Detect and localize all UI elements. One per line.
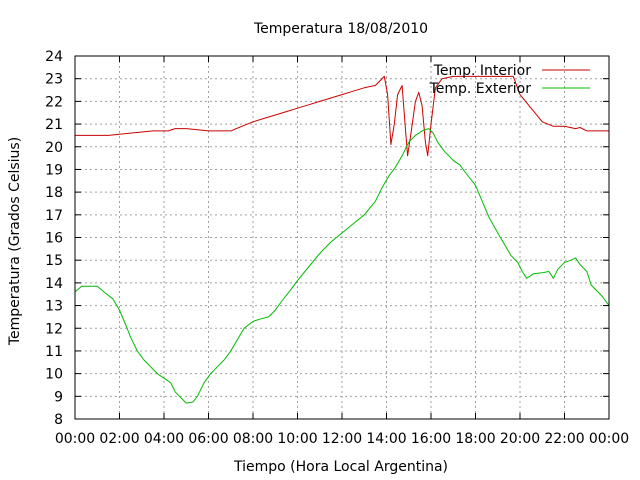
y-tick-label: 9 [54, 389, 63, 405]
x-tick-label: 12:00 [322, 431, 362, 447]
y-tick-label: 18 [45, 185, 63, 201]
x-tick-label: 20:00 [500, 431, 540, 447]
legend-label-temp-interior: Temp. Interior [433, 63, 532, 79]
grid [75, 56, 609, 419]
x-tick-label: 08:00 [233, 431, 273, 447]
y-tick-label: 20 [45, 140, 63, 156]
x-tick-label: 04:00 [144, 431, 184, 447]
tick-marks [74, 55, 610, 420]
x-axis-label: Tiempo (Hora Local Argentina) [233, 459, 448, 475]
y-tick-label: 15 [45, 253, 63, 269]
y-tick-label: 22 [45, 94, 63, 110]
x-tick-label: 10:00 [277, 431, 317, 447]
x-tick-label: 18:00 [455, 431, 495, 447]
y-tick-label: 17 [45, 208, 63, 224]
y-tick-label: 13 [45, 299, 63, 315]
x-tick-label: 22:00 [544, 431, 584, 447]
x-tick-label: 14:00 [366, 431, 406, 447]
series-line-temp-exterior [74, 128, 610, 404]
y-tick-label: 21 [45, 117, 63, 133]
y-tick-labels: 8 9 10 11 12 13 14 15 16 17 18 19 20 21 22 23 24 [45, 49, 63, 428]
legend: Temp. Interior Temp. Exterior [429, 63, 590, 97]
x-tick-labels: 00:00 02:00 04:00 06:00 08:00 10:00 12:00 14:00… [55, 431, 629, 447]
y-tick-label: 8 [54, 412, 63, 428]
y-tick-label: 14 [45, 276, 63, 292]
y-tick-label: 12 [45, 321, 63, 337]
series-line-temp-interior [75, 75, 609, 157]
y-tick-label: 24 [45, 49, 63, 65]
legend-label-temp-exterior: Temp. Exterior [429, 81, 532, 97]
y-axis-label: Temperatura (Grados Celsius) [7, 137, 23, 346]
y-tick-label: 16 [45, 231, 63, 247]
x-tick-label: 06:00 [188, 431, 228, 447]
y-tick-label: 10 [45, 367, 63, 383]
chart-title: Temperatura 18/08/2010 [253, 21, 428, 37]
x-tick-label: 16:00 [411, 431, 451, 447]
y-tick-label: 23 [45, 72, 63, 88]
x-tick-label: 00:00 [55, 431, 95, 447]
series-layer [74, 75, 610, 404]
x-tick-label: 00:00 [589, 431, 629, 447]
y-tick-label: 11 [45, 344, 63, 360]
x-tick-label: 02:00 [99, 431, 139, 447]
y-tick-label: 19 [45, 162, 63, 178]
